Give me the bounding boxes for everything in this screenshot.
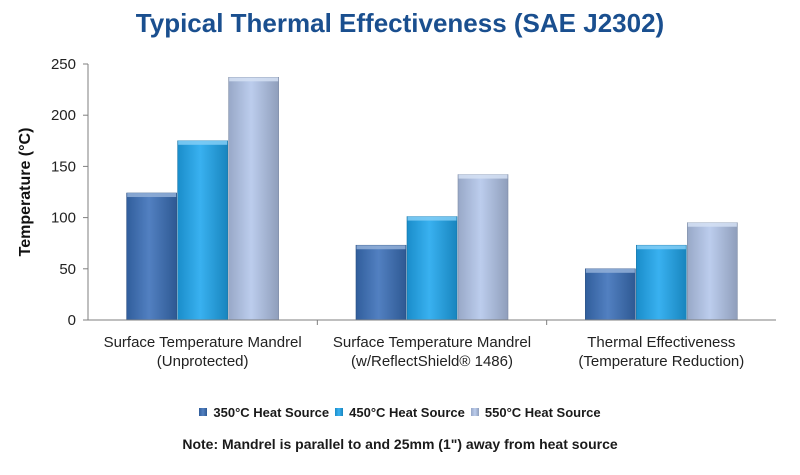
y-tick-label: 100: [51, 210, 76, 227]
category-label: (w/ReflectShield® 1486): [351, 353, 513, 370]
bar-chart: 0 50 100 150 200 250 Surface Temperature Mand…: [17, 56, 776, 370]
category-label: (Temperature Reduction): [578, 353, 744, 370]
bar-top-highlight: [585, 268, 635, 273]
legend-item-1: 350°C Heat Source: [199, 405, 329, 420]
legend-label: 450°C Heat Source: [349, 404, 465, 420]
bar-1-cat-2: [355, 244, 407, 321]
bar-1-cat-1: [126, 192, 177, 321]
bar-2-cat-1: [177, 140, 228, 321]
category-label: (Unprotected): [157, 353, 249, 370]
bar-1-cat-3: [585, 268, 636, 321]
chart-note: Note: Mandrel is parallel to and 25mm (1…: [182, 436, 618, 452]
bar-top-highlight: [636, 245, 686, 250]
legend: 350°C Heat Source 450°C Heat Source 550°C …: [0, 404, 800, 420]
bar-top-highlight: [687, 222, 737, 227]
category-label: Surface Temperature Mandrel: [104, 334, 302, 351]
bar-top-highlight: [407, 216, 457, 221]
legend-label: 350°C Heat Source: [213, 404, 330, 420]
bar-3-cat-1: [228, 77, 279, 321]
bar-2-cat-2: [406, 216, 458, 321]
legend-label: 550°C Heat Source: [484, 404, 601, 420]
y-tick-label: 150: [51, 158, 76, 175]
y-tick-label: 50: [59, 261, 76, 278]
bar-top-highlight: [458, 174, 508, 179]
bar-top-highlight: [127, 193, 177, 198]
y-axis-title: Temperature (°C): [17, 128, 34, 257]
bar-2-cat-3: [636, 244, 687, 321]
y-tick-label: 200: [51, 107, 76, 124]
bar-3-cat-2: [457, 174, 509, 321]
legend-swatch: [335, 408, 344, 416]
y-tick-label: 250: [51, 56, 76, 73]
legend-swatch: [470, 408, 479, 416]
bar-top-highlight: [178, 140, 228, 145]
y-tick-label: 0: [68, 312, 76, 329]
chart-title: Typical Thermal Effectiveness (SAE J2302…: [135, 8, 665, 38]
bar-3-cat-3: [687, 222, 738, 321]
legend-swatch: [199, 408, 208, 416]
legend-item-3: 550°C Heat Source: [470, 404, 601, 420]
bar-top-highlight: [229, 77, 279, 82]
category-label: Surface Temperature Mandrel: [333, 334, 531, 351]
legend-item-2: 450°C Heat Source: [335, 405, 465, 420]
bar-top-highlight: [356, 245, 406, 250]
category-label: Thermal Effectiveness: [587, 334, 735, 351]
